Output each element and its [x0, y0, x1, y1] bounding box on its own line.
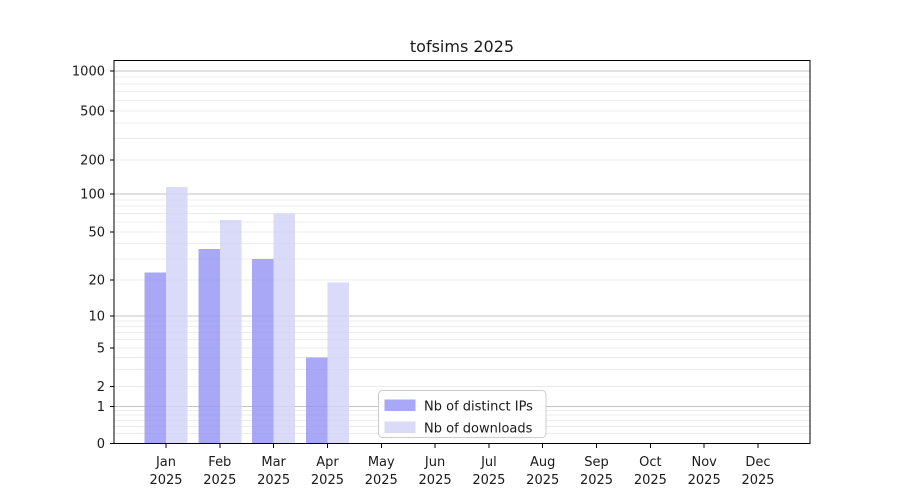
y-tick-label: 1	[97, 400, 105, 415]
legend: Nb of distinct IPs Nb of downloads	[378, 390, 547, 438]
x-tick-label-year: 2025	[311, 473, 344, 488]
x-tick-label-month: Oct	[639, 455, 661, 470]
x-tick-label-month: Apr	[316, 455, 339, 470]
x-tick-label-year: 2025	[634, 473, 667, 488]
y-tick-label: 50	[88, 226, 105, 241]
x-tick-label-year: 2025	[472, 473, 505, 488]
legend-label-distinct-ips: Nb of distinct IPs	[424, 400, 533, 415]
y-tick-label: 5	[97, 342, 105, 357]
y-tick-label: 200	[80, 154, 105, 169]
x-tick-label-month: Jun	[424, 455, 445, 470]
legend-swatch-downloads	[384, 421, 416, 433]
x-tick-label-year: 2025	[257, 473, 290, 488]
y-tick-label: 0	[97, 437, 105, 452]
x-tick-label-year: 2025	[419, 473, 452, 488]
y-tick-label: 2	[97, 380, 105, 395]
x-tick-label-month: Aug	[530, 455, 555, 470]
legend-box	[378, 390, 547, 438]
y-tick-label: 20	[88, 274, 105, 289]
legend-swatch-distinct-ips	[384, 399, 416, 411]
plot-border	[113, 59, 811, 445]
x-tick-label-month: Jul	[480, 455, 497, 470]
y-tick-label: 100	[80, 188, 105, 203]
bar-nb-of-distinct-ips-feb	[198, 249, 220, 444]
y-tick-label: 10	[88, 310, 105, 325]
axis-ticks	[110, 70, 759, 448]
x-tick-label-month: May	[368, 455, 395, 470]
x-tick-label-month: Dec	[745, 455, 770, 470]
bar-nb-of-downloads-feb	[219, 220, 242, 444]
bar-nb-of-distinct-ips-apr	[305, 357, 328, 444]
x-tick-label-month: Feb	[208, 455, 231, 470]
bar-nb-of-downloads-mar	[273, 213, 296, 444]
x-tick-label-year: 2025	[149, 473, 182, 488]
bars	[144, 187, 349, 444]
x-tick-label-month: Sep	[584, 455, 609, 470]
x-tick-label-year: 2025	[688, 473, 721, 488]
x-tick-label-year: 2025	[526, 473, 559, 488]
x-tick-label-year: 2025	[365, 473, 398, 488]
bar-nb-of-distinct-ips-jan	[144, 272, 166, 444]
x-tick-label-month: Nov	[691, 455, 717, 470]
x-tick-label-month: Jan	[155, 455, 176, 470]
legend-label-downloads: Nb of downloads	[424, 422, 533, 437]
x-tick-label-year: 2025	[741, 473, 774, 488]
x-tick-label-year: 2025	[203, 473, 236, 488]
axis-labels: 10005002001005020105210Jan2025Feb2025Mar…	[72, 65, 775, 488]
y-tick-label: 500	[80, 105, 105, 120]
x-tick-label-year: 2025	[580, 473, 613, 488]
bar-nb-of-distinct-ips-mar	[252, 258, 274, 444]
y-tick-label: 1000	[72, 65, 105, 80]
bar-nb-of-downloads-apr	[327, 282, 349, 444]
chart-title: tofsims 2025	[410, 37, 514, 56]
x-tick-label-month: Mar	[261, 455, 286, 470]
bar-nb-of-downloads-jan	[166, 187, 188, 444]
